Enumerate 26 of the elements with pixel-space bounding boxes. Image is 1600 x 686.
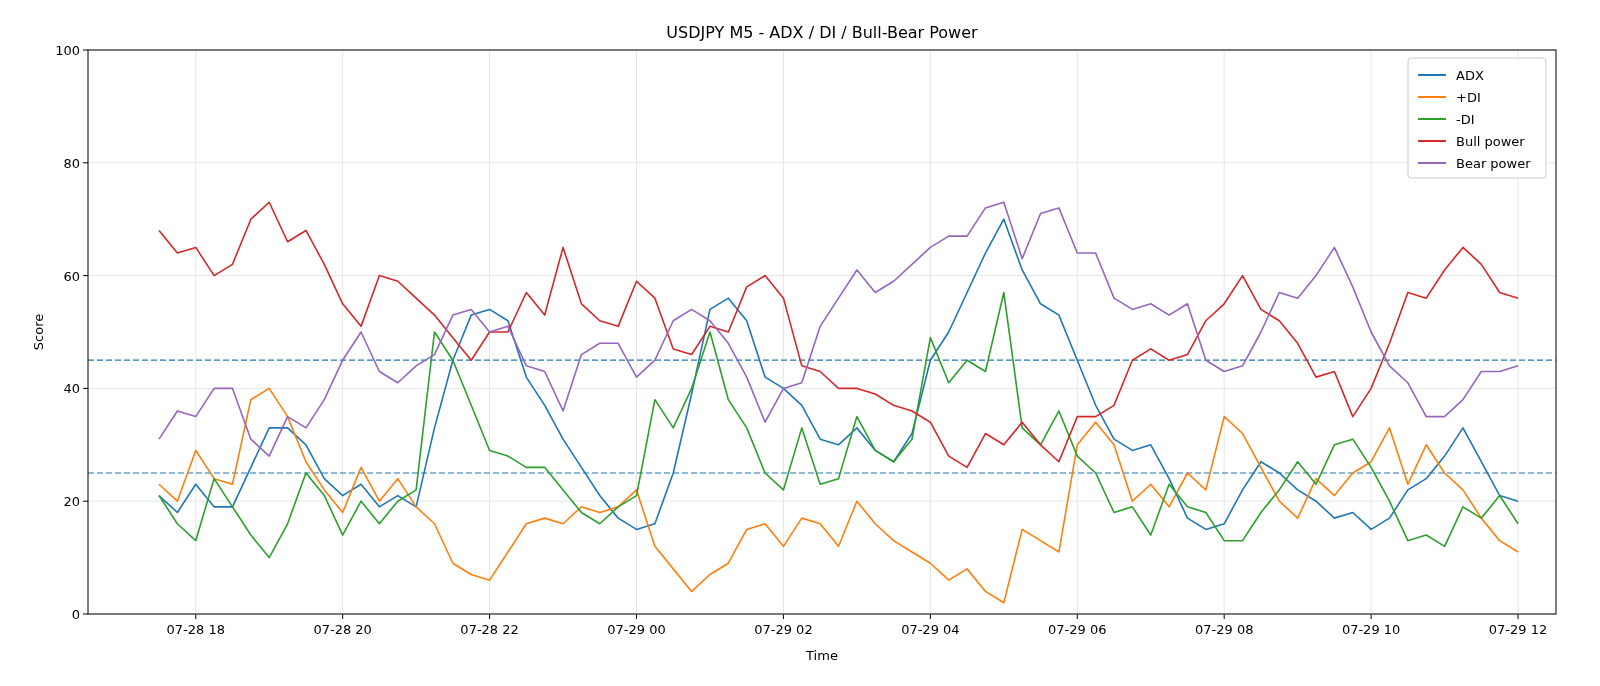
chart-title: USDJPY M5 - ADX / DI / Bull-Bear Power bbox=[666, 23, 979, 42]
legend-label: ADX bbox=[1456, 68, 1484, 83]
y-tick-label: 80 bbox=[63, 155, 80, 171]
x-tick-label: 07-28 20 bbox=[313, 622, 372, 637]
legend-label: Bear power bbox=[1456, 156, 1532, 171]
y-tick-label: 60 bbox=[63, 268, 80, 284]
y-tick-label: 0 bbox=[71, 607, 80, 622]
x-tick-label: 07-28 22 bbox=[460, 622, 519, 637]
line-series bbox=[158, 387, 1519, 604]
x-tick-label: 07-29 00 bbox=[607, 622, 666, 637]
x-tick-label: 07-29 02 bbox=[754, 622, 813, 637]
y-axis-title: Score bbox=[31, 313, 46, 351]
x-tick-label: 07-29 04 bbox=[901, 622, 960, 637]
line-series bbox=[158, 291, 1519, 559]
y-tick-label: 40 bbox=[63, 381, 80, 397]
y-tick-label: 20 bbox=[63, 494, 80, 510]
x-tick-label: 07-28 18 bbox=[166, 622, 225, 637]
y-tick-label: 100 bbox=[55, 43, 80, 58]
x-tick-label: 07-29 08 bbox=[1194, 622, 1254, 637]
x-tick-label: 07-29 10 bbox=[1341, 622, 1401, 637]
x-axis-title: Time bbox=[805, 648, 838, 663]
legend-label: +DI bbox=[1456, 90, 1481, 105]
x-tick-label: 07-29 06 bbox=[1048, 622, 1107, 637]
legend-label: Bull power bbox=[1456, 134, 1526, 149]
x-tick-label: 07-29 12 bbox=[1488, 622, 1548, 637]
legend-label: -DI bbox=[1456, 112, 1475, 127]
